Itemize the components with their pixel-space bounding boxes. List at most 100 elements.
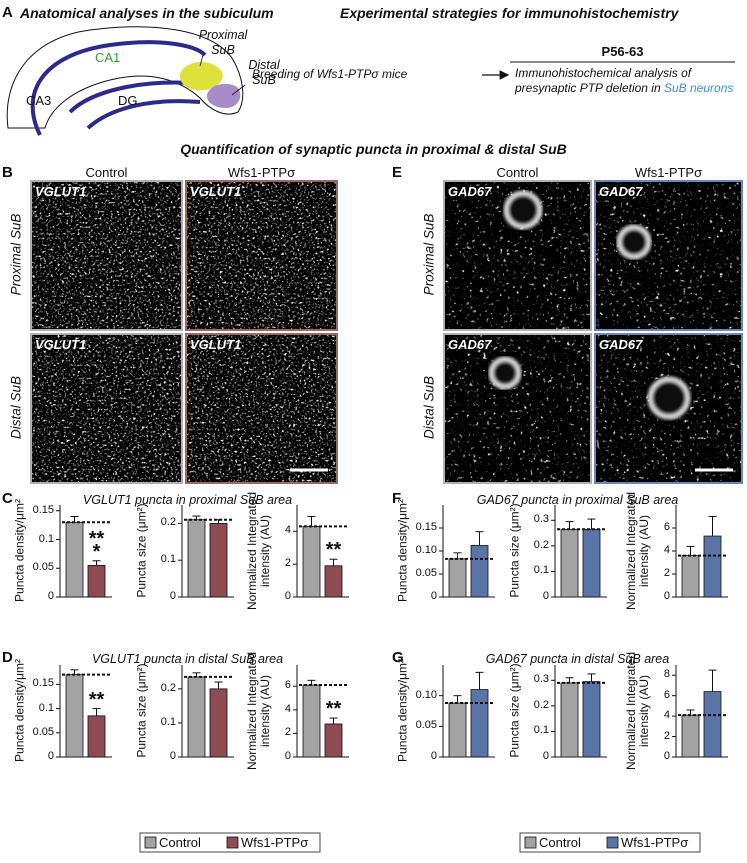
micrograph-border — [185, 180, 338, 331]
region-label: CA1 — [95, 50, 121, 65]
bar — [302, 525, 321, 598]
panel-label: E — [392, 164, 403, 181]
bar — [87, 564, 106, 598]
analysis-target: SuB neurons — [663, 81, 734, 95]
y-tick-label: 0 — [169, 750, 176, 762]
y-tick-label: 2 — [663, 567, 670, 579]
region-label: Proximal SuB — [198, 28, 248, 57]
legend-label: Control — [539, 835, 581, 850]
significance: *** — [88, 527, 105, 563]
bar — [65, 521, 84, 598]
micrograph-texture — [185, 180, 338, 331]
panel-label: B — [2, 164, 13, 181]
region-label: Distal SuB — [248, 58, 280, 87]
hippocampus-diagram — [6, 26, 246, 136]
region-label: DG — [118, 93, 138, 108]
y-tick-label: 0 — [47, 750, 54, 762]
significance: ** — [88, 688, 105, 711]
column-header: Control — [496, 165, 539, 180]
bar — [681, 714, 700, 758]
y-tick-label: 0 — [542, 590, 549, 602]
cell-body — [503, 190, 543, 230]
y-tick-label: 0 — [663, 750, 670, 762]
region-label: CA3 — [26, 93, 52, 108]
y-tick-label: 0.1 — [533, 724, 549, 737]
proximal-sub — [179, 61, 223, 91]
panel-label: D — [2, 649, 13, 666]
bar — [65, 674, 84, 758]
y-tick-label: 0.1 — [38, 701, 54, 714]
y-tick-label: 2 — [663, 729, 670, 742]
y-axis-label: Puncta density/μm² — [12, 659, 27, 762]
stain-label: VGLUT1 — [190, 337, 242, 352]
micrograph — [185, 333, 338, 484]
micrograph-texture — [185, 333, 338, 484]
y-tick-label: 2 — [284, 557, 291, 570]
y-axis-label: Puncta size (μm²) — [507, 663, 522, 758]
y-tick-label: 0.1 — [160, 715, 176, 728]
y-tick-label: 4 — [284, 524, 291, 537]
y-tick-label: 0 — [169, 590, 176, 602]
bar — [582, 528, 601, 598]
y-tick-label: 0 — [284, 750, 291, 762]
y-axis-label: Normalized Integrated intensity (AU) — [245, 491, 272, 611]
legend-label: Wfs1-PTPσ — [241, 835, 309, 850]
y-tick-label: 0.2 — [160, 516, 176, 529]
y-tick-label: 0 — [663, 590, 670, 602]
y-axis-label: Puncta size (μm²) — [134, 503, 149, 598]
y-tick-label: 0.05 — [415, 567, 437, 579]
panel-label: A — [2, 4, 13, 21]
y-tick-label: 0.2 — [533, 698, 549, 711]
y-tick-label: 0.3 — [533, 513, 549, 526]
y-tick-label: 0 — [430, 750, 437, 762]
panel-title: Anatomical analyses in the subiculum — [20, 5, 274, 21]
legend-box — [139, 832, 321, 853]
stain-label: GAD67 — [448, 184, 492, 199]
legend-swatch — [524, 836, 537, 849]
y-tick-label: 4 — [284, 702, 291, 715]
y-tick-label: 0.15 — [32, 503, 54, 516]
y-tick-label: 0.3 — [533, 673, 549, 686]
legend-label: Control — [159, 835, 201, 850]
bar — [209, 688, 228, 758]
stain-label: VGLUT1 — [35, 184, 87, 199]
y-tick-label: 0 — [430, 590, 437, 602]
significance: ** — [325, 698, 342, 721]
bar — [448, 702, 467, 758]
chart-title: GAD67 puncta in proximal SuB area — [476, 493, 679, 507]
chart-title: VGLUT1 puncta in proximal SuB area — [82, 493, 293, 507]
stain-label: VGLUT1 — [190, 184, 242, 199]
micrograph — [185, 180, 338, 331]
bar — [582, 681, 601, 758]
y-tick-label: 0.05 — [32, 561, 54, 574]
y-tick-label: 0.1 — [38, 532, 54, 545]
micrograph-border — [443, 180, 592, 331]
cell-body — [488, 356, 522, 390]
y-axis-label: Puncta density/μm² — [395, 659, 410, 762]
y-tick-label: 0 — [47, 590, 54, 602]
bar — [681, 555, 700, 598]
legend-box — [519, 832, 701, 853]
chart-title: VGLUT1 puncta in distal SuB area — [91, 652, 284, 666]
y-tick-label: 0.1 — [160, 553, 176, 566]
panel-label: F — [392, 490, 402, 507]
y-axis-label: Puncta density/μm² — [12, 499, 27, 602]
legend-swatch — [226, 836, 239, 849]
stain-label: GAD67 — [448, 337, 492, 352]
bar — [448, 558, 467, 598]
stain-label: GAD67 — [599, 337, 643, 352]
breeding-text: Breeding of Wfs1-PTPσ mice — [252, 67, 408, 81]
panel-label: G — [392, 649, 404, 666]
y-tick-label: 6 — [663, 521, 670, 533]
y-tick-label: 0 — [284, 590, 291, 602]
bar — [324, 723, 343, 758]
y-tick-label: 6 — [284, 679, 291, 692]
stain-label: GAD67 — [599, 184, 643, 199]
y-tick-label: 0.15 — [32, 677, 54, 690]
panel-title: Experimental strategies for immunohistoc… — [340, 5, 679, 21]
column-header: Wfs1-PTPσ — [634, 165, 703, 180]
micrograph — [30, 180, 183, 331]
y-axis-label: Normalized Integrated intensity (AU) — [245, 651, 272, 771]
